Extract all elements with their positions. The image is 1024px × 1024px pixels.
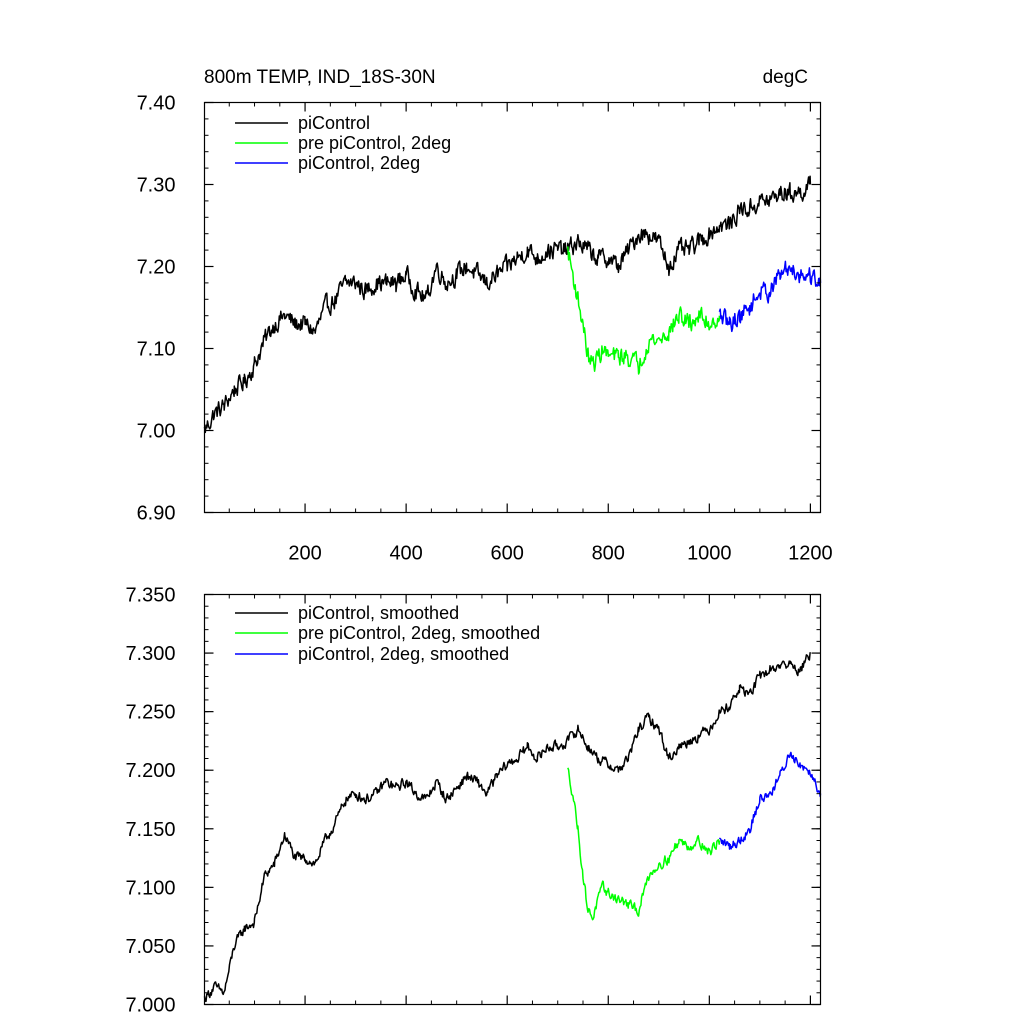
legend-label-picontrol-2deg: piControl, 2deg	[298, 153, 420, 173]
ytick-label: 7.40	[137, 93, 176, 115]
series-line-picontrol-2deg-smoothed	[718, 751, 822, 850]
top-panel: 800m TEMP, IND_18S-30N degC 6.90 7.00 7.10…	[137, 67, 833, 565]
series-line-pre-picontrol-2deg	[567, 246, 721, 375]
ytick-label: 7.10	[137, 339, 176, 361]
series-line-picontrol-2deg	[718, 260, 822, 333]
chart-title: 800m TEMP, IND_18S-30N	[204, 67, 436, 88]
series-line-picontrol-smoothed	[203, 652, 811, 1003]
xtick-label: 600	[491, 543, 524, 565]
plot-frame	[203, 101, 822, 514]
ytick-label: 7.30	[137, 175, 176, 197]
ytick-label: 7.20	[137, 257, 176, 279]
xtick-label: 400	[389, 543, 422, 565]
ytick-label: 7.150	[125, 819, 175, 841]
legend-label-picontrol-smoothed: piControl, smoothed	[298, 603, 459, 623]
ytick-label: 7.200	[125, 760, 175, 782]
plot-frame	[203, 593, 822, 1006]
legend: piControl pre piControl, 2deg piControl,…	[235, 113, 451, 173]
ytick-label: 6.90	[137, 503, 176, 525]
ytick-label: 7.00	[137, 421, 176, 443]
ytick-label: 7.100	[125, 877, 175, 899]
series-line-pre-picontrol-2deg-smoothed	[567, 767, 721, 921]
units-label: degC	[763, 67, 808, 88]
ytick-label: 7.350	[125, 585, 175, 607]
xtick-label: 200	[288, 543, 321, 565]
xtick-label: 1200	[788, 543, 833, 565]
legend: piControl, smoothed pre piControl, 2deg,…	[235, 603, 540, 664]
bottom-panel: 7.000 7.050 7.100 7.150 7.200 7.250 7.300 7.350…	[125, 585, 822, 1017]
legend-label-picontrol-2deg-smoothed: piControl, 2deg, smoothed	[298, 644, 509, 664]
legend-label-pre-picontrol-2deg: pre piControl, 2deg	[298, 133, 451, 153]
legend-label-pre-picontrol-2deg-smoothed: pre piControl, 2deg, smoothed	[298, 623, 540, 643]
ytick-label: 7.300	[125, 643, 175, 665]
ytick-label: 7.000	[125, 995, 175, 1017]
xtick-label: 1000	[687, 543, 732, 565]
xtick-label: 800	[592, 543, 625, 565]
ytick-label: 7.250	[125, 702, 175, 724]
ytick-label: 7.050	[125, 936, 175, 958]
legend-label-picontrol: piControl	[298, 113, 370, 133]
series-line-picontrol	[203, 175, 812, 434]
